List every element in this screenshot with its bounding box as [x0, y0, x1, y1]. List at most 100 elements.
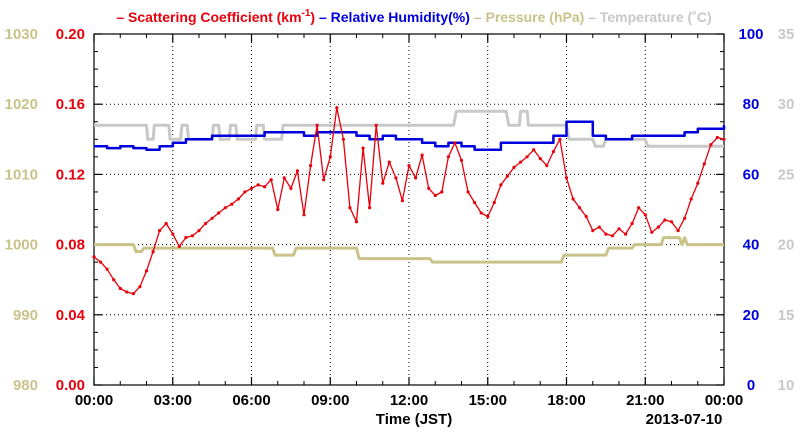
- scattering-point: [368, 206, 372, 210]
- scattering-point: [302, 213, 306, 217]
- scattering-point: [131, 292, 135, 296]
- scattering-point: [578, 206, 582, 210]
- scattering-point: [643, 213, 647, 217]
- scattering-point: [532, 148, 536, 152]
- legend-entry-1: – Relative Humidity(%): [315, 9, 470, 25]
- scattering-point: [381, 181, 385, 185]
- scattering-point: [230, 202, 234, 206]
- scattering-point: [466, 190, 470, 194]
- scattering-point: [722, 137, 726, 141]
- scattering-point: [564, 176, 569, 180]
- scattering-point: [105, 267, 109, 271]
- scattering-point: [538, 157, 542, 161]
- temperature-tick-label: 25: [778, 166, 795, 183]
- scattering-point: [295, 169, 299, 173]
- scattering-point: [354, 220, 359, 224]
- scattering-point: [217, 211, 221, 215]
- temperature-tick-label: 30: [778, 96, 795, 113]
- axis-ticks: [93, 33, 725, 386]
- scattering-point: [591, 229, 595, 233]
- scattering-point: [427, 186, 431, 190]
- scattering-point: [243, 190, 247, 194]
- temperature-tick-label: 10: [778, 377, 795, 394]
- scattering-point: [519, 160, 523, 164]
- scattering-point: [118, 286, 122, 291]
- date-label: 2013-07-10: [646, 411, 723, 428]
- scattering-point: [144, 269, 149, 273]
- scattering-tick-label: 0.20: [56, 26, 85, 43]
- scattering-point: [525, 155, 529, 159]
- scattering-point: [604, 232, 608, 236]
- scattering-point: [440, 190, 444, 194]
- scattering-point: [617, 227, 621, 231]
- pressure-tick-label: 1020: [5, 96, 38, 113]
- scattering-point: [276, 207, 280, 212]
- scattering-tick-label: 0.12: [56, 166, 85, 183]
- scattering-point: [263, 185, 267, 189]
- scattering-point: [650, 230, 654, 234]
- scattering-point: [656, 225, 661, 229]
- x-tick-label: 21:00: [626, 392, 664, 409]
- x-tick-label: 09:00: [311, 392, 349, 409]
- scattering-tick-label: 0.16: [56, 96, 85, 113]
- scattering-point: [486, 214, 490, 219]
- scattering-point: [407, 164, 411, 168]
- x-tick-label: 06:00: [232, 392, 270, 409]
- scattering-point: [361, 146, 365, 150]
- x-tick-label: 12:00: [390, 392, 428, 409]
- x-tick-label: 15:00: [469, 392, 507, 409]
- scattering-tick-label: 0.00: [56, 377, 85, 394]
- scattering-point: [433, 193, 437, 198]
- scattering-point: [499, 183, 503, 187]
- scattering-point: [289, 186, 293, 190]
- scattering-point: [315, 123, 319, 127]
- scattering-point: [446, 155, 450, 159]
- scattering-point: [505, 174, 509, 178]
- scattering-point: [414, 176, 418, 180]
- humidity-tick-label: 100: [738, 26, 763, 43]
- scattering-point: [624, 232, 628, 236]
- scattering-point: [197, 229, 201, 233]
- scattering-point: [689, 197, 693, 201]
- legend-entry-0: – Scattering Coefficient (km: [116, 9, 301, 25]
- series-layer: [92, 106, 726, 296]
- scattering-point: [125, 290, 129, 294]
- scattering-point: [453, 141, 457, 145]
- scattering-point: [138, 285, 142, 289]
- scattering-point: [709, 143, 713, 147]
- scattering-point: [341, 137, 345, 141]
- scattering-point: [459, 158, 464, 162]
- pressure-tick-label: 1010: [5, 166, 38, 183]
- scattering-tick-label: 0.04: [56, 307, 86, 324]
- scattering-point: [322, 178, 326, 182]
- scattering-point: [400, 199, 404, 203]
- humidity-tick-label: 0: [747, 377, 755, 394]
- grid-lines: [94, 34, 724, 385]
- scattering-point: [663, 218, 667, 222]
- legend-entry-2: – Pressure (hPa): [470, 9, 584, 25]
- scattering-point: [256, 183, 260, 187]
- scattering-point: [177, 244, 181, 248]
- temperature-tick-label: 35: [778, 26, 795, 43]
- scattering-point: [223, 206, 227, 210]
- scattering-point: [545, 164, 549, 168]
- scattering-point: [702, 162, 706, 166]
- scattering-point: [158, 229, 162, 233]
- series-line-pressure: [94, 236, 724, 264]
- scattering-point: [630, 221, 634, 226]
- scattering-tick-label: 0.08: [56, 237, 85, 254]
- scattering-point: [151, 250, 155, 254]
- scattering-point: [683, 216, 687, 220]
- scattering-point: [558, 137, 562, 141]
- scattering-point: [394, 176, 398, 180]
- scattering-point: [696, 181, 700, 185]
- scattering-point: [92, 255, 96, 259]
- scattering-point: [597, 225, 601, 229]
- temperature-tick-label: 15: [778, 307, 795, 324]
- scattering-point: [184, 236, 188, 240]
- scattering-point: [676, 229, 680, 233]
- x-tick-label: 00:00: [705, 392, 743, 409]
- scattering-point: [669, 220, 674, 224]
- x-tick-label: 00:00: [75, 392, 113, 409]
